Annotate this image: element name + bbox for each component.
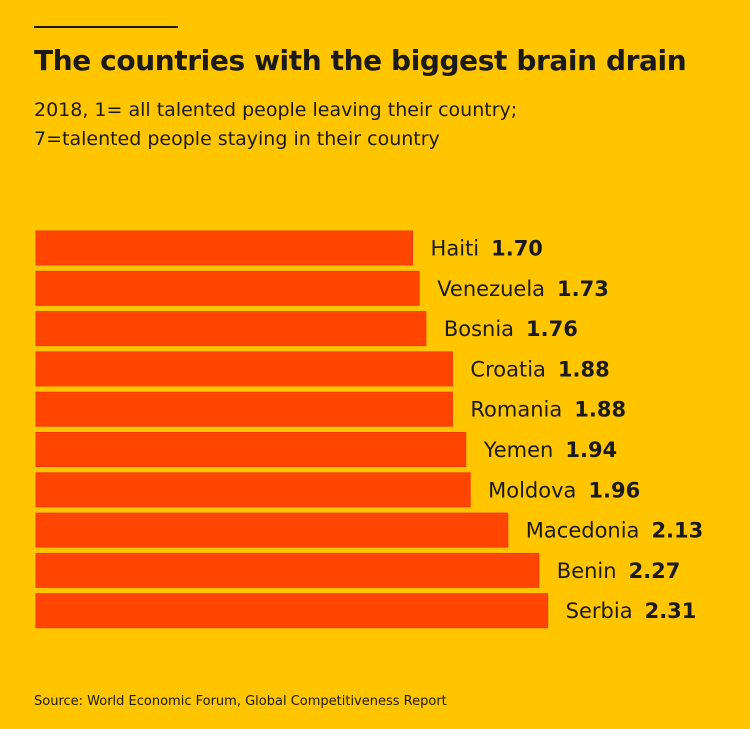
value-label: 1.70	[491, 237, 543, 261]
category-label: Bosnia	[444, 317, 514, 341]
chart-subtitle: 2018, 1= all talented people leaving the…	[34, 96, 724, 154]
bar-serbia	[35, 593, 549, 629]
value-label: 2.27	[629, 559, 681, 583]
bar-romania	[35, 391, 453, 427]
value-label: 1.88	[558, 357, 610, 381]
category-label: Haiti	[431, 237, 480, 261]
value-label: 1.96	[588, 478, 640, 502]
bar-label-haiti: Haiti 1.70	[431, 237, 543, 261]
bar-label-romania: Romania 1.88	[470, 398, 626, 422]
bar-label-macedonia: Macedonia 2.13	[526, 519, 703, 543]
category-label: Moldova	[488, 478, 576, 502]
category-label: Serbia	[566, 599, 633, 623]
category-label: Benin	[557, 559, 617, 583]
bar-label-yemen: Yemen 1.94	[483, 438, 617, 462]
bar-croatia	[35, 351, 453, 387]
value-label: 1.76	[526, 317, 578, 341]
source-note: Source: World Economic Forum, Global Com…	[34, 694, 447, 709]
value-label: 1.73	[557, 277, 609, 301]
bar-benin	[35, 552, 540, 588]
chart-title: The countries with the biggest brain dra…	[34, 44, 687, 77]
bar-yemen	[35, 432, 467, 467]
category-label: Croatia	[470, 357, 546, 381]
bar-label-moldova: Moldova 1.96	[488, 478, 640, 502]
value-label: 1.88	[574, 398, 626, 422]
bar-label-bosnia: Bosnia 1.76	[444, 317, 578, 341]
value-label: 2.13	[651, 519, 703, 543]
value-label: 1.94	[565, 438, 617, 462]
category-label: Yemen	[483, 438, 554, 462]
subtitle-line-2: 7=talented people staying in their count…	[34, 128, 440, 150]
category-label: Venezuela	[437, 277, 545, 301]
bar-haiti	[35, 230, 414, 266]
bar-moldova	[35, 472, 471, 508]
top-rule	[34, 26, 178, 28]
category-label: Macedonia	[526, 519, 640, 543]
category-label: Romania	[470, 398, 562, 422]
bar-macedonia	[35, 512, 509, 548]
bar-venezuela	[35, 270, 420, 306]
bar-label-benin: Benin 2.27	[557, 559, 681, 583]
value-label: 2.31	[645, 599, 697, 623]
bar-bosnia	[35, 311, 427, 347]
bar-label-venezuela: Venezuela 1.73	[437, 277, 609, 301]
bar-label-croatia: Croatia 1.88	[470, 357, 609, 381]
subtitle-line-1: 2018, 1= all talented people leaving the…	[34, 99, 518, 121]
bar-label-serbia: Serbia 2.31	[566, 599, 697, 623]
